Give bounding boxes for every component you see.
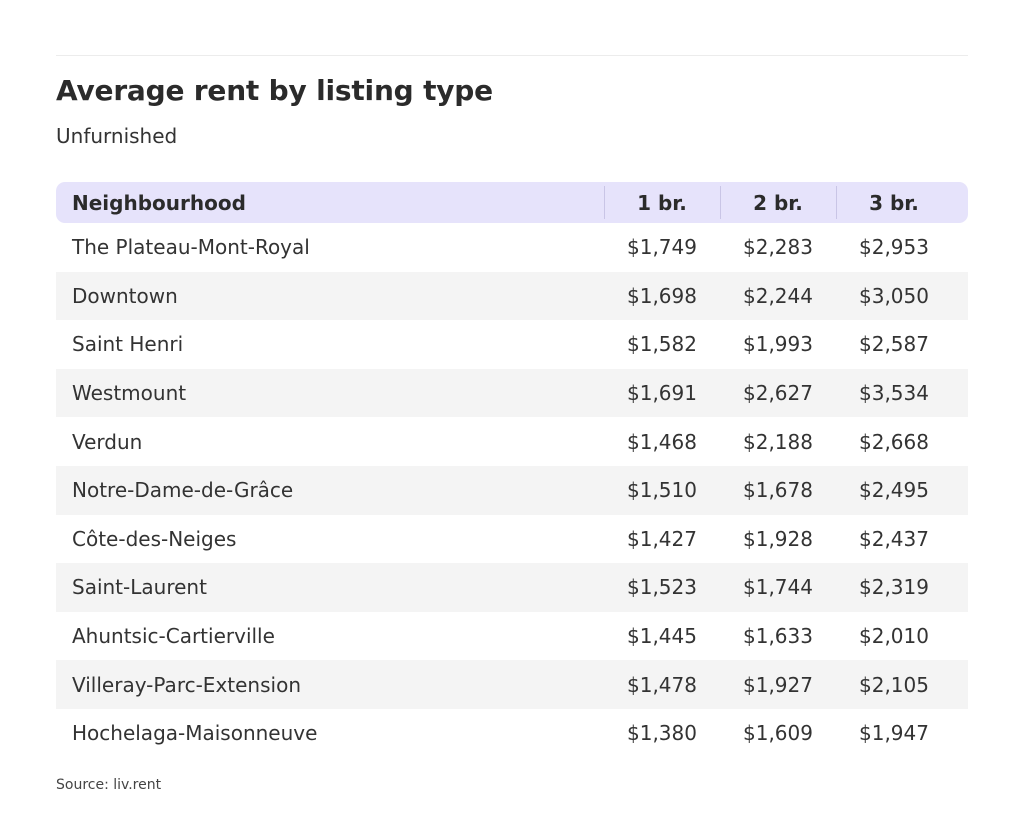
rent-table: Neighbourhood 1 br. 2 br. 3 br. The Plat… [56, 182, 968, 758]
table-row: Downtown $1,698 $2,244 $3,050 [56, 271, 968, 321]
rent-3br-cell: $2,668 [859, 429, 929, 454]
neighbourhood-cell: Saint Henri [72, 332, 184, 357]
rent-3br-cell: $2,587 [859, 332, 929, 357]
rent-1br-cell: $1,523 [627, 575, 697, 600]
rent-1br-cell: $1,427 [627, 526, 697, 551]
rent-1br-cell: $1,582 [627, 332, 697, 357]
table-row: Ahuntsic-Cartierville $1,445 $1,633 $2,010 [56, 612, 968, 661]
table-header-row: Neighbourhood 1 br. 2 br. 3 br. [56, 182, 968, 223]
rent-1br-cell: $1,380 [627, 721, 697, 746]
table-row: Saint-Laurent $1,523 $1,744 $2,319 [56, 563, 968, 612]
table-row: Hochelaga-Maisonneuve $1,380 $1,609 $1,947 [56, 709, 968, 758]
table-row: Côte-des-Neiges $1,427 $1,928 $2,437 [56, 515, 968, 564]
rent-2br-cell: $1,678 [743, 478, 813, 503]
neighbourhood-cell: Westmount [72, 381, 187, 406]
rent-2br-cell: $1,633 [743, 624, 813, 649]
rent-3br-cell: $2,437 [859, 526, 929, 551]
table-row: Verdun $1,468 $2,188 $2,668 [56, 417, 968, 466]
header-divider [836, 186, 837, 219]
rent-3br-cell: $2,010 [859, 624, 929, 649]
rent-2br-cell: $1,927 [743, 672, 813, 697]
rent-3br-cell: $2,105 [859, 672, 929, 697]
table-row: Westmount $1,691 $2,627 $3,534 [56, 368, 968, 418]
rent-2br-cell: $2,283 [743, 235, 813, 260]
chart-title: Average rent by listing type [56, 74, 493, 107]
rent-1br-cell: $1,445 [627, 624, 697, 649]
column-header-3br: 3 br. [869, 190, 919, 215]
rent-3br-cell: $2,319 [859, 575, 929, 600]
neighbourhood-cell: The Plateau-Mont-Royal [72, 235, 310, 260]
column-header-neighbourhood: Neighbourhood [72, 190, 246, 215]
table-row: Notre-Dame-de-Grâce $1,510 $1,678 $2,495 [56, 465, 968, 515]
table-row: Villeray-Parc-Extension $1,478 $1,927 $2,10… [56, 660, 968, 709]
rent-2br-cell: $2,244 [743, 283, 813, 308]
rent-2br-cell: $2,188 [743, 429, 813, 454]
chart-subtitle: Unfurnished [56, 124, 178, 148]
table-row: The Plateau-Mont-Royal $1,749 $2,283 $2,953 [56, 223, 968, 272]
rent-1br-cell: $1,691 [627, 381, 697, 406]
rent-2br-cell: $1,993 [743, 332, 813, 357]
neighbourhood-cell: Verdun [72, 429, 143, 454]
rent-2br-cell: $1,928 [743, 526, 813, 551]
rent-3br-cell: $2,953 [859, 235, 929, 260]
neighbourhood-cell: Downtown [72, 283, 178, 308]
rent-2br-cell: $1,744 [743, 575, 813, 600]
rent-3br-cell: $2,495 [859, 478, 929, 503]
column-header-1br: 1 br. [637, 190, 687, 215]
neighbourhood-cell: Côte-des-Neiges [72, 526, 237, 551]
header-divider [604, 186, 605, 219]
rent-1br-cell: $1,478 [627, 672, 697, 697]
source-note: Source: liv.rent [56, 777, 162, 793]
neighbourhood-cell: Saint-Laurent [72, 575, 207, 600]
rent-1br-cell: $1,749 [627, 235, 697, 260]
neighbourhood-cell: Villeray-Parc-Extension [72, 672, 301, 697]
rent-3br-cell: $3,534 [859, 381, 929, 406]
rent-1br-cell: $1,698 [627, 283, 697, 308]
rent-1br-cell: $1,468 [627, 429, 697, 454]
table-body: The Plateau-Mont-Royal $1,749 $2,283 $2,953… [56, 223, 968, 758]
neighbourhood-cell: Ahuntsic-Cartierville [72, 624, 275, 649]
rent-3br-cell: $1,947 [859, 721, 929, 746]
rent-2br-cell: $2,627 [743, 381, 813, 406]
table-row: Saint Henri $1,582 $1,993 $2,587 [56, 320, 968, 369]
rent-3br-cell: $3,050 [859, 283, 929, 308]
header-divider [720, 186, 721, 219]
column-header-2br: 2 br. [753, 190, 803, 215]
top-divider [56, 55, 968, 56]
neighbourhood-cell: Hochelaga-Maisonneuve [72, 721, 318, 746]
neighbourhood-cell: Notre-Dame-de-Grâce [72, 478, 294, 503]
rent-2br-cell: $1,609 [743, 721, 813, 746]
rent-1br-cell: $1,510 [627, 478, 697, 503]
